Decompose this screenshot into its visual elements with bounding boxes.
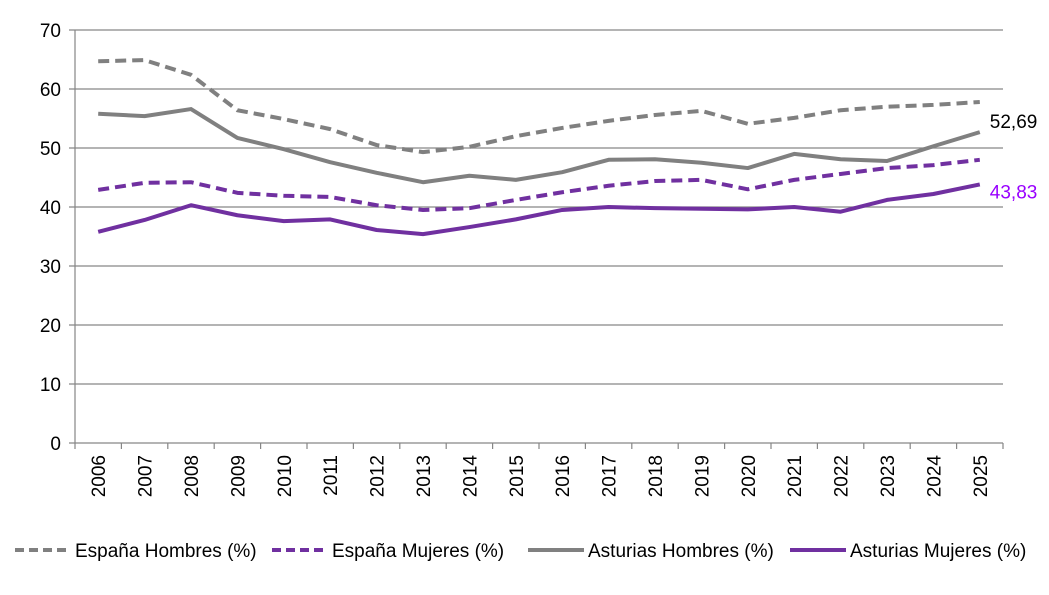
x-tick-label: 2024 xyxy=(924,455,945,498)
legend-label: Asturias Hombres (%) xyxy=(588,541,774,562)
x-tick-label: 2022 xyxy=(832,455,853,497)
legend-label: España Mujeres (%) xyxy=(332,541,504,562)
x-tick-label: 2007 xyxy=(136,455,157,497)
x-tick-label: 2021 xyxy=(785,455,806,497)
x-tick-label: 2016 xyxy=(553,455,574,497)
legend-label: Asturias Mujeres (%) xyxy=(850,541,1026,562)
y-tick-label: 50 xyxy=(40,139,61,160)
x-tick-label: 2017 xyxy=(600,455,621,497)
data-label: 52,69 xyxy=(990,112,1038,133)
y-tick-label: 20 xyxy=(40,316,61,337)
data-label: 43,83 xyxy=(990,182,1038,203)
x-tick-label: 2018 xyxy=(646,455,667,497)
x-tick-label: 2009 xyxy=(228,455,249,497)
series-line-2 xyxy=(97,157,981,212)
y-tick-label: 40 xyxy=(40,198,61,219)
y-tick-label: 60 xyxy=(40,80,61,101)
x-tick-label: 2019 xyxy=(692,455,713,497)
x-tick-label: 2010 xyxy=(275,455,296,497)
series-line-3 xyxy=(98,107,981,185)
legend-label: España Hombres (%) xyxy=(75,541,257,562)
y-tick-label: 70 xyxy=(40,21,61,42)
x-tick-label: 2025 xyxy=(971,455,992,497)
y-tick-label: 10 xyxy=(40,375,61,396)
x-tick-label: 2011 xyxy=(321,455,342,496)
x-tick-label: 2020 xyxy=(739,455,760,497)
series-line-4 xyxy=(97,182,981,237)
x-tick-label: 2023 xyxy=(878,455,899,497)
x-tick-label: 2014 xyxy=(460,455,481,498)
y-tick-label: 0 xyxy=(50,434,61,455)
x-tick-label: 2012 xyxy=(368,455,389,497)
x-tick-label: 2008 xyxy=(182,455,203,497)
x-tick-label: 2015 xyxy=(507,455,528,497)
x-tick-label: 2006 xyxy=(89,455,110,497)
x-tick-label: 2013 xyxy=(414,455,435,497)
series-line-1 xyxy=(98,58,980,155)
y-tick-label: 30 xyxy=(40,257,61,278)
